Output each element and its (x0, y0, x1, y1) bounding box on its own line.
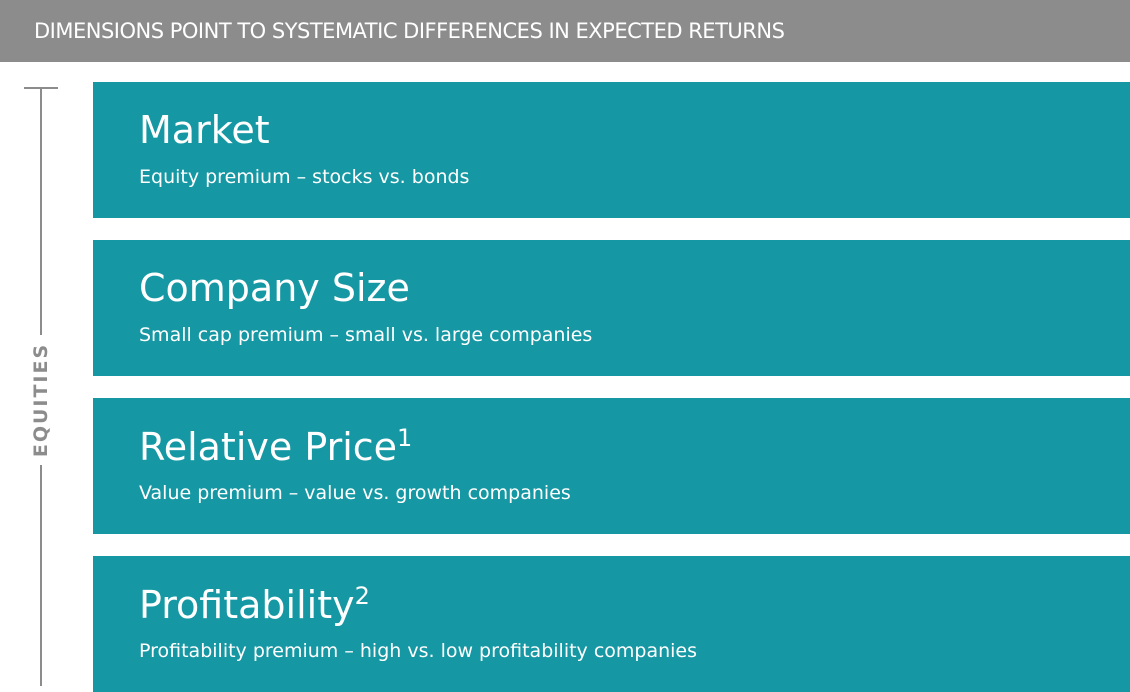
box-title-text: Market (139, 108, 270, 152)
box-title-text: Company Size (139, 266, 410, 310)
footnote-marker: 1 (397, 424, 413, 452)
header-title: DIMENSIONS POINT TO SYSTEMATIC DIFFERENC… (0, 0, 1130, 62)
footnote-marker: 2 (354, 582, 370, 610)
box-title: Profitability2 (139, 582, 370, 627)
dimension-box: Relative Price1 Value premium – value vs.… (93, 398, 1130, 534)
box-subtitle: Value premium – value vs. growth compani… (139, 482, 571, 504)
box-subtitle: Profitability premium – high vs. low pro… (139, 640, 698, 662)
box-title: Company Size (139, 266, 410, 310)
dimension-box: Market Equity premium – stocks vs. bonds (93, 82, 1130, 218)
box-title: Relative Price1 (139, 424, 412, 469)
box-title-text: Profitability (139, 583, 355, 627)
box-subtitle: Small cap premium – small vs. large comp… (139, 324, 593, 346)
side-label: EQUITIES (30, 342, 52, 458)
box-title-text: Relative Price (139, 425, 398, 469)
dimension-box: Profitability2 Profitability premium – hi… (93, 556, 1130, 692)
bracket-line (40, 465, 42, 686)
bracket-line (40, 87, 42, 335)
box-subtitle: Equity premium – stocks vs. bonds (139, 166, 470, 188)
box-title: Market (139, 108, 270, 152)
dimension-box: Company Size Small cap premium – small vs… (93, 240, 1130, 376)
